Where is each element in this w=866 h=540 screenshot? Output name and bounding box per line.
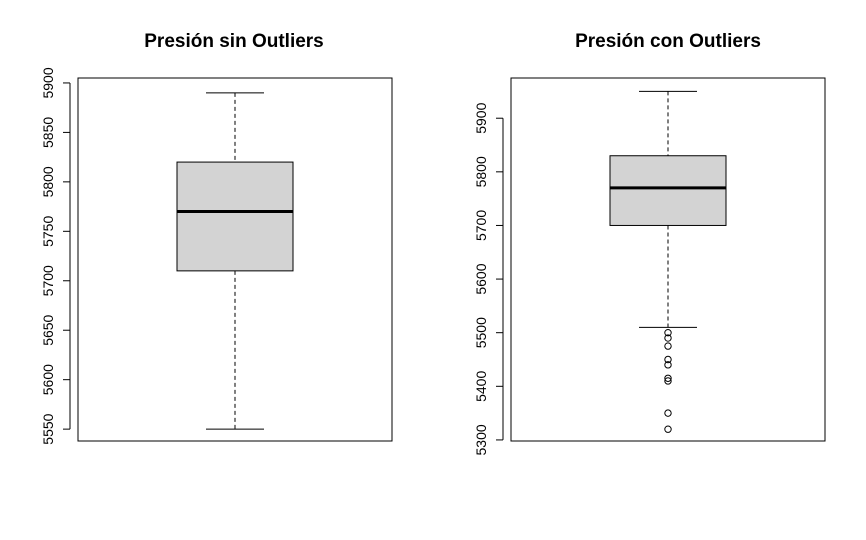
y-tick-label: 5750 xyxy=(40,216,56,247)
y-tick-label: 5700 xyxy=(40,265,56,296)
chart-title-left: Presión sin Outliers xyxy=(144,31,324,52)
y-tick-label: 5300 xyxy=(473,424,489,455)
y-tick-label: 5650 xyxy=(40,314,56,345)
y-tick-label: 5600 xyxy=(473,263,489,294)
y-tick-label: 5500 xyxy=(473,317,489,348)
outlier-point xyxy=(664,355,672,364)
y-tick-label: 5900 xyxy=(40,67,56,98)
y-tick-label: 5800 xyxy=(473,156,489,187)
y-tick-label: 5900 xyxy=(473,102,489,133)
chart-title-right: Presión con Outliers xyxy=(575,31,761,52)
y-tick-label: 5600 xyxy=(40,364,56,395)
outlier-point xyxy=(664,328,672,337)
outlier-point xyxy=(664,425,672,433)
outlier-point xyxy=(664,342,672,350)
plot-frame xyxy=(510,77,826,442)
panel-right: Presión con Outliers 5300 5400 5500 5600 570… xyxy=(473,31,826,456)
y-tick-label: 5850 xyxy=(40,117,56,148)
y-tick-label: 5550 xyxy=(40,413,56,444)
iqr-box xyxy=(609,155,727,226)
plot-frame xyxy=(77,77,393,442)
outlier-point xyxy=(664,374,672,382)
outlier-point xyxy=(664,334,672,342)
y-tick-label: 5700 xyxy=(473,210,489,241)
outlier-point xyxy=(664,361,672,369)
outlier-point xyxy=(664,377,672,385)
outlier-point xyxy=(664,409,672,417)
y-tick-label: 5800 xyxy=(40,166,56,197)
y-tick-label: 5400 xyxy=(473,371,489,402)
panel-left: Presión sin Outliers 5550 5600 5650 5700 575… xyxy=(40,31,393,445)
iqr-box xyxy=(176,161,294,272)
